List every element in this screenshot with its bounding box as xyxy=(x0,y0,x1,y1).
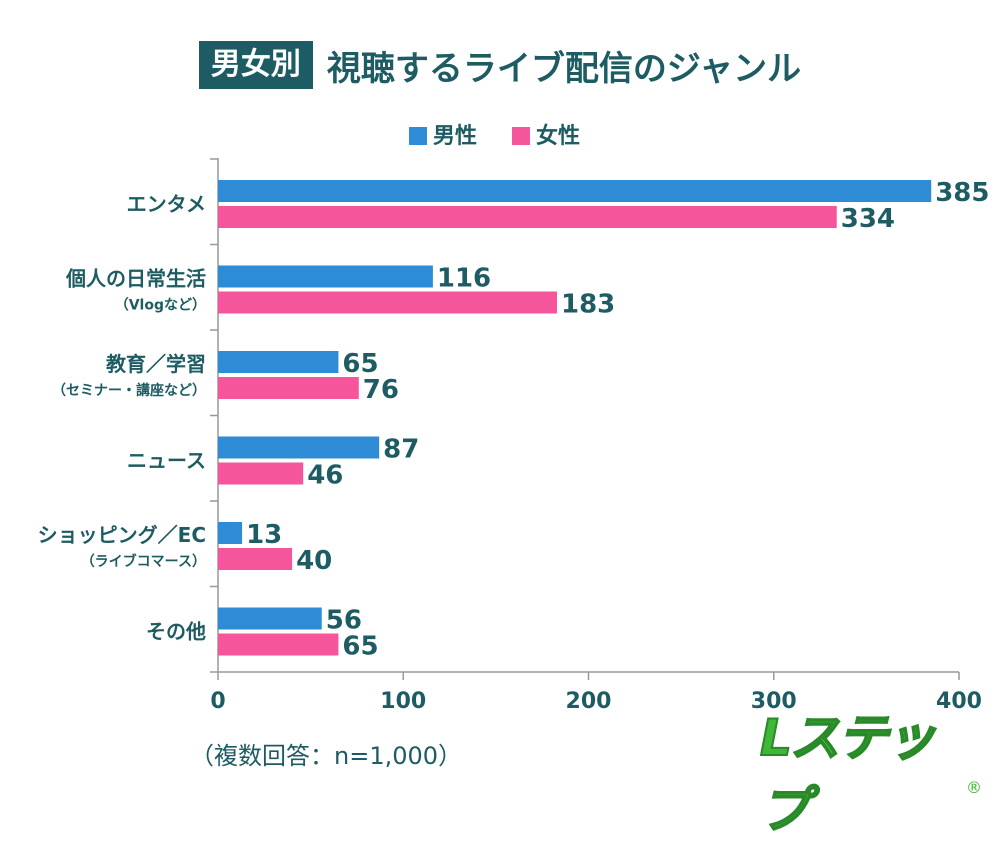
legend-label-0: 男性 xyxy=(433,124,477,149)
bar-value-label: 65 xyxy=(342,632,378,662)
lstep-logo: Lステップ ® xyxy=(759,708,982,840)
bar-value-label: 46 xyxy=(307,461,343,491)
category-label: ショッピング／EC xyxy=(38,523,206,547)
bar-male xyxy=(218,180,932,202)
bar-male xyxy=(218,351,339,373)
bar-male xyxy=(218,436,380,459)
registered-mark: ® xyxy=(966,778,982,797)
bar-chart: 男性 女性 0 100 200 300 400 385 334 エンタメ 116 183 個人の日常生活… xyxy=(38,123,990,714)
bar-value-label: 87 xyxy=(383,435,419,465)
footnote: （複数回答：n=1,000） xyxy=(190,742,463,770)
bar-value-label: 76 xyxy=(363,375,399,405)
bar-value-label: 183 xyxy=(561,290,615,320)
title-main: 視聴するライブ配信のジャンル xyxy=(326,48,802,89)
x-tick-label: 200 xyxy=(566,689,612,714)
category-sublabel: （Vlogなど） xyxy=(115,298,206,314)
title-tag: 男女別 xyxy=(198,41,313,89)
x-tick-label: 300 xyxy=(751,689,797,714)
bar-female xyxy=(218,548,293,570)
bar-female xyxy=(218,206,837,228)
bar-male xyxy=(218,607,322,630)
bar-female xyxy=(218,291,558,314)
bar-value-label: 40 xyxy=(296,546,332,576)
bar-male xyxy=(218,265,433,288)
bar-female xyxy=(218,633,339,656)
bar-female xyxy=(218,462,304,485)
category-label: ニュース xyxy=(127,449,206,473)
chart-title: 男女別 視聴するライブ配信のジャンル xyxy=(0,30,1000,100)
bar-value-label: 385 xyxy=(935,178,989,208)
legend-label-1: 女性 xyxy=(536,123,580,149)
legend-swatch-0 xyxy=(409,127,427,145)
category-label: 個人の日常生活 xyxy=(65,267,206,291)
bar-value-label: 116 xyxy=(437,264,491,294)
category-sublabel: （ライブコマース） xyxy=(81,553,206,570)
category-sublabel: （セミナー・講座など） xyxy=(52,382,206,399)
bar-male xyxy=(218,522,243,544)
bar-value-label: 334 xyxy=(841,204,895,234)
bar-female xyxy=(218,377,359,399)
x-tick-label: 0 xyxy=(210,689,225,714)
logo-text: Lステップ xyxy=(759,708,937,840)
category-label: その他 xyxy=(146,620,206,644)
x-tick-label: 400 xyxy=(936,689,982,714)
category-label: 教育／学習 xyxy=(106,352,206,376)
legend-swatch-1 xyxy=(512,127,530,145)
bar-value-label: 65 xyxy=(342,349,378,379)
category-label: エンタメ xyxy=(127,192,206,216)
bar-value-label: 13 xyxy=(246,520,282,550)
x-tick-label: 100 xyxy=(380,689,426,714)
bar-value-label: 56 xyxy=(326,606,362,636)
